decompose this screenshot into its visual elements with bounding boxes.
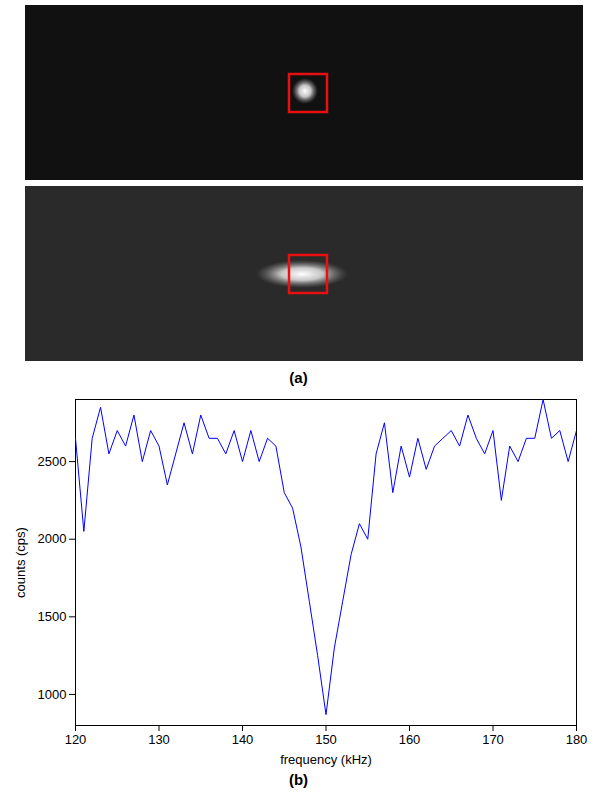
svg-text:2500: 2500 [38,454,67,469]
svg-text:1000: 1000 [38,687,67,702]
svg-text:130: 130 [148,732,170,747]
svg-text:140: 140 [232,732,254,747]
svg-text:120: 120 [65,732,87,747]
svg-text:2000: 2000 [38,531,67,546]
svg-text:170: 170 [482,732,504,747]
svg-text:frequency (kHz): frequency (kHz) [280,752,372,767]
svg-text:1500: 1500 [38,609,67,624]
svg-text:160: 160 [399,732,421,747]
svg-text:counts (cps): counts (cps) [13,527,28,598]
html-text:(a): (a) [289,369,308,386]
svg-text:150: 150 [315,732,337,747]
html-text:(b): (b) [288,771,309,788]
svg-text:180: 180 [566,732,588,747]
